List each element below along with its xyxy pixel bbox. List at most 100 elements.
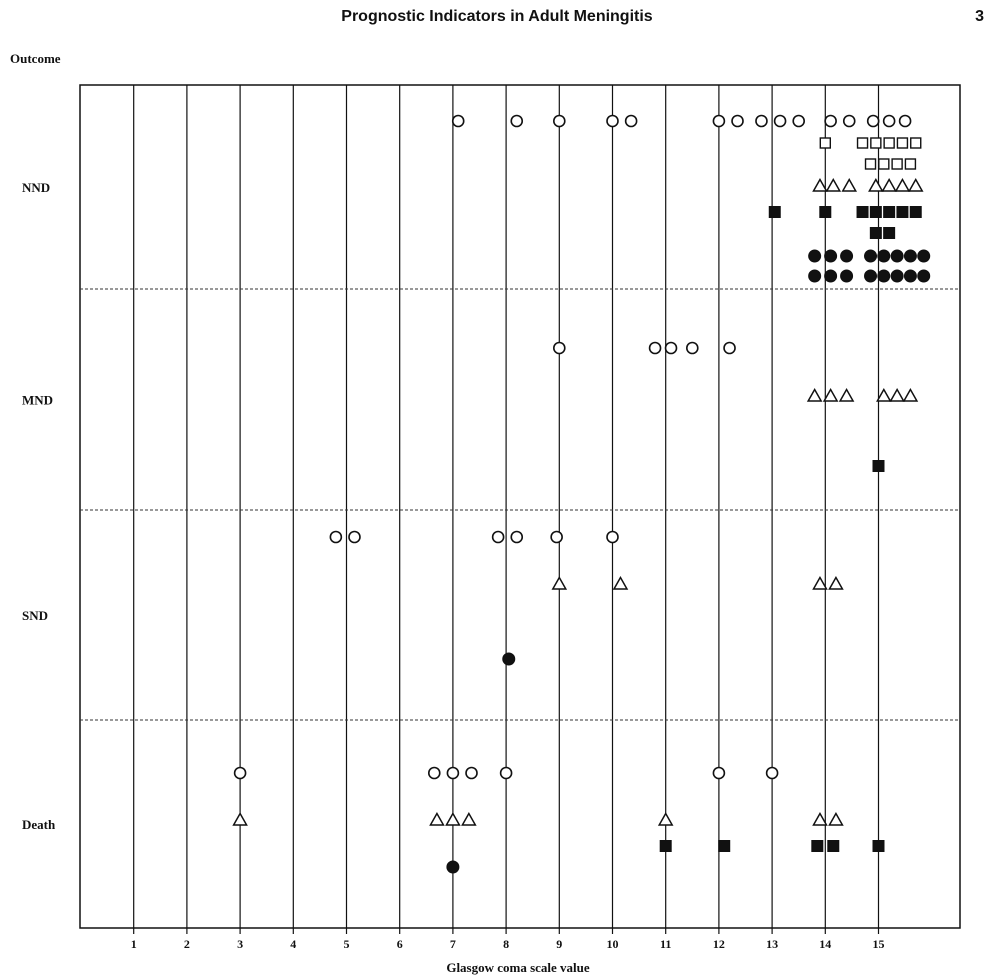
filled-circle-point bbox=[808, 269, 822, 283]
open-triangle-point bbox=[868, 177, 884, 192]
open-triangle-point bbox=[445, 811, 461, 826]
open-circle-point bbox=[510, 114, 524, 128]
open-circle-point bbox=[427, 766, 441, 780]
open-square-point bbox=[904, 158, 917, 170]
open-triangle-point bbox=[812, 177, 828, 192]
open-square-point bbox=[891, 158, 903, 170]
open-circle-point bbox=[499, 766, 513, 780]
x-tick-label: 2 bbox=[184, 937, 190, 951]
open-triangle-point bbox=[889, 387, 905, 402]
open-circle-point bbox=[712, 114, 726, 128]
filled-circle-point bbox=[877, 269, 891, 283]
open-triangle-point bbox=[825, 177, 842, 192]
filled-square-point bbox=[896, 206, 909, 218]
filled-square-point bbox=[819, 206, 832, 218]
open-square-point bbox=[878, 158, 890, 170]
open-triangle-point bbox=[907, 177, 924, 192]
filled-circle-point bbox=[840, 269, 854, 283]
open-circle-point bbox=[648, 341, 662, 355]
open-triangle-point bbox=[828, 811, 844, 826]
filled-circle-point bbox=[446, 860, 460, 874]
x-tick-label: 8 bbox=[503, 937, 509, 951]
filled-square-point bbox=[872, 840, 885, 852]
open-triangle-point bbox=[461, 811, 477, 826]
filled-square-point bbox=[659, 840, 672, 852]
filled-circle-point bbox=[824, 249, 838, 263]
open-circle-point bbox=[882, 114, 896, 128]
filled-circle-point bbox=[877, 249, 891, 263]
x-tick-label: 9 bbox=[556, 937, 562, 951]
open-square-point bbox=[856, 137, 869, 149]
open-circle-point bbox=[842, 114, 856, 128]
y-category-label: Death bbox=[22, 817, 56, 832]
x-axis-label: Glasgow coma scale value bbox=[446, 960, 590, 975]
filled-square-point bbox=[768, 206, 781, 218]
filled-square-point bbox=[869, 206, 882, 218]
open-triangle-point bbox=[232, 811, 248, 826]
x-tick-label: 11 bbox=[660, 937, 671, 951]
open-circle-point bbox=[552, 114, 566, 128]
x-tick-label: 6 bbox=[397, 937, 403, 951]
open-circle-point bbox=[606, 114, 619, 128]
open-square-point bbox=[896, 137, 909, 149]
open-triangle-point bbox=[841, 177, 858, 192]
open-circle-point bbox=[723, 341, 736, 355]
open-triangle-point bbox=[612, 575, 629, 590]
y-category-label: MND bbox=[22, 393, 53, 408]
open-triangle-point bbox=[894, 177, 911, 192]
x-tick-label: 3 bbox=[237, 937, 243, 951]
filled-square-point bbox=[856, 206, 869, 218]
open-circle-point bbox=[765, 766, 779, 780]
open-circle-point bbox=[866, 114, 880, 128]
open-triangle-point bbox=[429, 811, 445, 826]
x-tick-label: 4 bbox=[290, 937, 296, 951]
filled-circle-point bbox=[502, 652, 516, 666]
filled-square-point bbox=[811, 840, 824, 852]
open-circle-point bbox=[329, 530, 343, 544]
open-circle-point bbox=[731, 114, 744, 128]
x-tick-label: 13 bbox=[766, 937, 778, 951]
filled-square-point bbox=[718, 840, 731, 852]
filled-circle-point bbox=[864, 269, 878, 283]
open-triangle-point bbox=[828, 575, 844, 590]
open-triangle-point bbox=[812, 811, 828, 826]
filled-circle-point bbox=[903, 249, 917, 263]
filled-square-point bbox=[872, 460, 885, 472]
x-tick-label: 15 bbox=[873, 937, 885, 951]
open-triangle-point bbox=[902, 387, 919, 402]
x-tick-label: 7 bbox=[450, 937, 456, 951]
filled-circle-point bbox=[903, 269, 917, 283]
open-circle-point bbox=[348, 530, 361, 544]
page-title: Prognostic Indicators in Adult Meningiti… bbox=[341, 8, 653, 25]
filled-circle-point bbox=[890, 249, 904, 263]
open-triangle-point bbox=[812, 575, 828, 590]
open-circle-point bbox=[465, 766, 478, 780]
open-square-point bbox=[883, 137, 895, 149]
filled-square-point bbox=[909, 206, 922, 218]
open-square-point bbox=[870, 137, 882, 149]
open-circle-point bbox=[685, 341, 699, 355]
filled-circle-point bbox=[840, 249, 854, 263]
open-circle-point bbox=[792, 114, 806, 128]
open-circle-point bbox=[606, 530, 619, 544]
filled-square-point bbox=[883, 227, 896, 239]
open-square-point bbox=[864, 158, 877, 170]
open-triangle-point bbox=[806, 387, 823, 402]
y-category-label: SND bbox=[22, 608, 48, 623]
open-circle-point bbox=[755, 114, 768, 128]
open-triangle-point bbox=[876, 387, 892, 402]
filled-circle-point bbox=[890, 269, 904, 283]
y-category-label: NND bbox=[22, 180, 50, 195]
filled-circle-point bbox=[917, 269, 931, 283]
x-tick-label: 10 bbox=[607, 937, 619, 951]
filled-circle-point bbox=[808, 249, 822, 263]
filled-square-point bbox=[827, 840, 840, 852]
open-square-point bbox=[819, 137, 831, 149]
open-triangle-point bbox=[822, 387, 839, 402]
open-triangle-point bbox=[838, 387, 855, 402]
open-triangle-point bbox=[881, 177, 897, 192]
open-circle-point bbox=[624, 114, 638, 128]
open-circle-point bbox=[233, 766, 247, 780]
open-circle-point bbox=[550, 530, 563, 544]
open-circle-point bbox=[491, 530, 505, 544]
